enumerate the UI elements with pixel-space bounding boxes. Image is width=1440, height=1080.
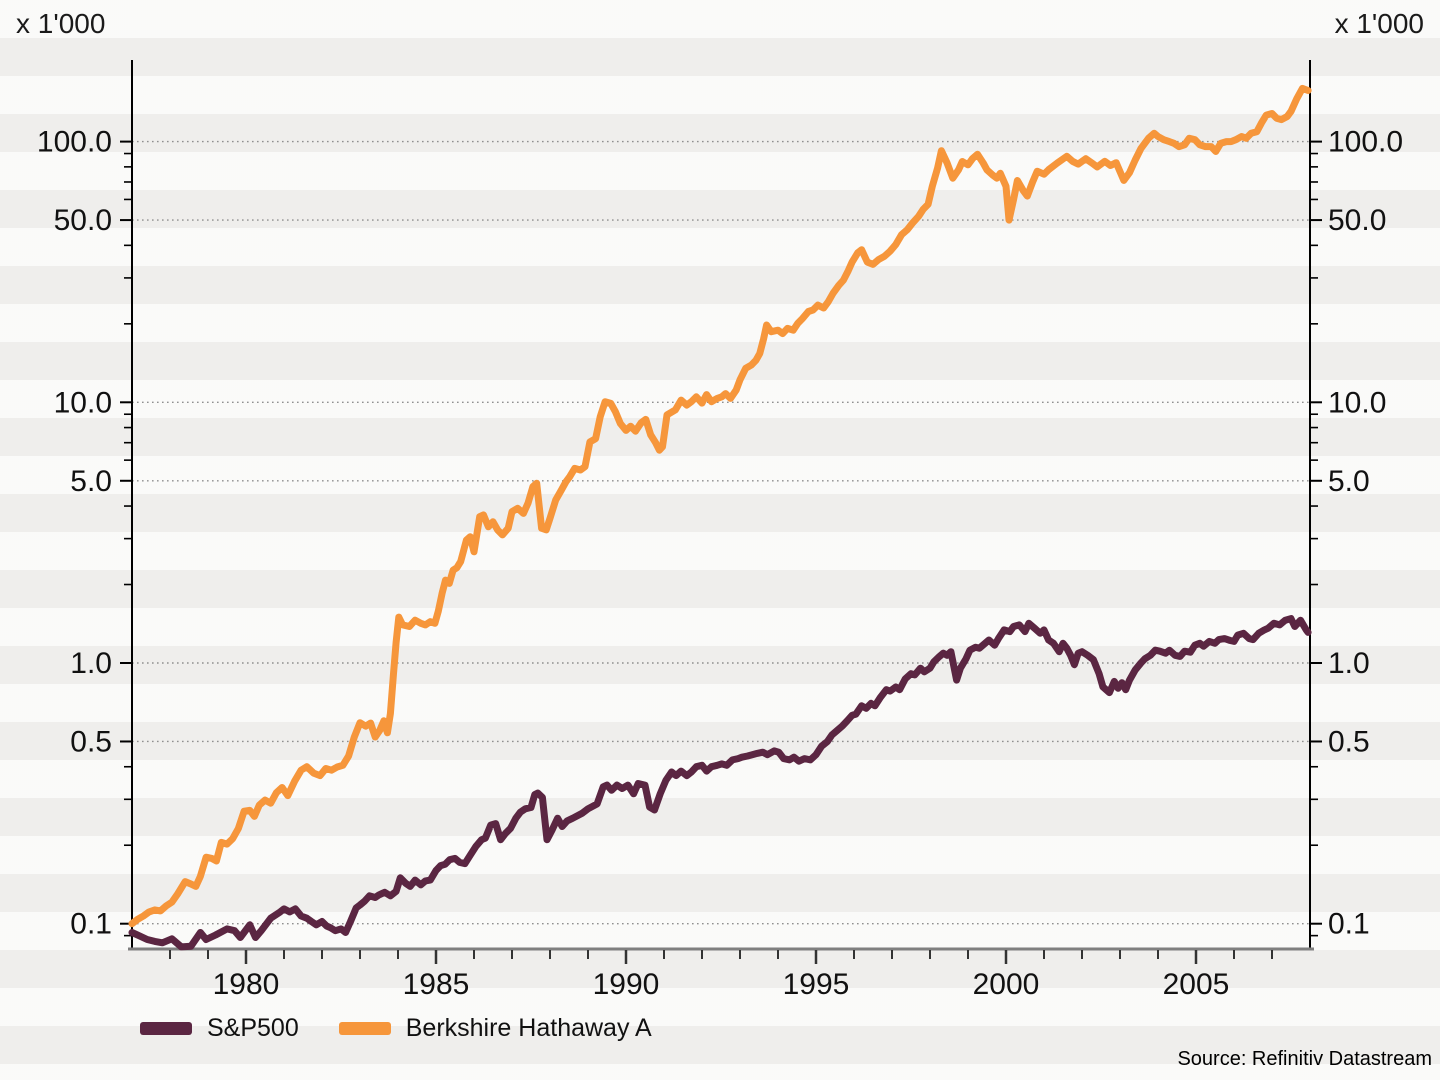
y-tick-label-right: 0.5 [1328, 725, 1370, 758]
series-berkshire-line [128, 84, 1312, 928]
legend-label-sp500: S&P500 [207, 1014, 299, 1042]
y-axis-ticks: 100.0 100.0 50.0 50.0 10.0 10.0 5.0 5.0 1.0 1.0 0.… [37, 126, 1403, 941]
source-attribution: Source: Refinitiv Datastream [1177, 1048, 1432, 1070]
y-tick-label-right: 5.0 [1328, 465, 1370, 498]
y-tick-label-right: 1.0 [1328, 647, 1370, 680]
legend-label-berkshire: Berkshire Hathaway A [405, 1014, 652, 1042]
y-tick-label-left: 10.0 [54, 386, 112, 419]
y-tick-label-right: 10.0 [1328, 386, 1386, 419]
y-tick-label-left: 0.1 [70, 908, 112, 941]
series-sp500-line [128, 615, 1312, 951]
legend-item-berkshire: Berkshire Hathaway A [338, 1014, 652, 1043]
y-tick-label-left: 50.0 [54, 204, 112, 237]
legend: S&P500 Berkshire Hathaway A [140, 1014, 652, 1043]
y-tick-label-left: 5.0 [70, 465, 112, 498]
x-tick-label: 1985 [403, 968, 470, 1001]
x-tick-label: 1990 [593, 968, 660, 1001]
berkshire-color-swatch [338, 1022, 391, 1035]
x-axis-ticks: 1980 1985 1990 1995 2000 2005 [169, 950, 1273, 1001]
y-axis-unit-label-left: x 1'000 [16, 8, 106, 39]
x-tick-label: 2005 [1163, 968, 1230, 1001]
sp500-color-swatch [140, 1022, 192, 1035]
y-tick-label-right: 0.1 [1328, 908, 1370, 941]
y-tick-label-right: 50.0 [1328, 204, 1386, 237]
x-tick-label: 2000 [973, 968, 1040, 1001]
y-tick-label-left: 1.0 [70, 647, 112, 680]
x-tick-label: 1980 [213, 968, 280, 1001]
y-tick-label-left: 100.0 [37, 126, 112, 159]
y-axis-unit-label-right: x 1'000 [1334, 8, 1424, 39]
legend-item-sp500: S&P500 [140, 1014, 299, 1043]
y-tick-label-right: 100.0 [1328, 126, 1403, 159]
x-tick-label: 1995 [783, 968, 850, 1001]
axes [128, 60, 1314, 951]
gridlines [132, 140, 1310, 925]
y-tick-label-left: 0.5 [70, 725, 112, 758]
